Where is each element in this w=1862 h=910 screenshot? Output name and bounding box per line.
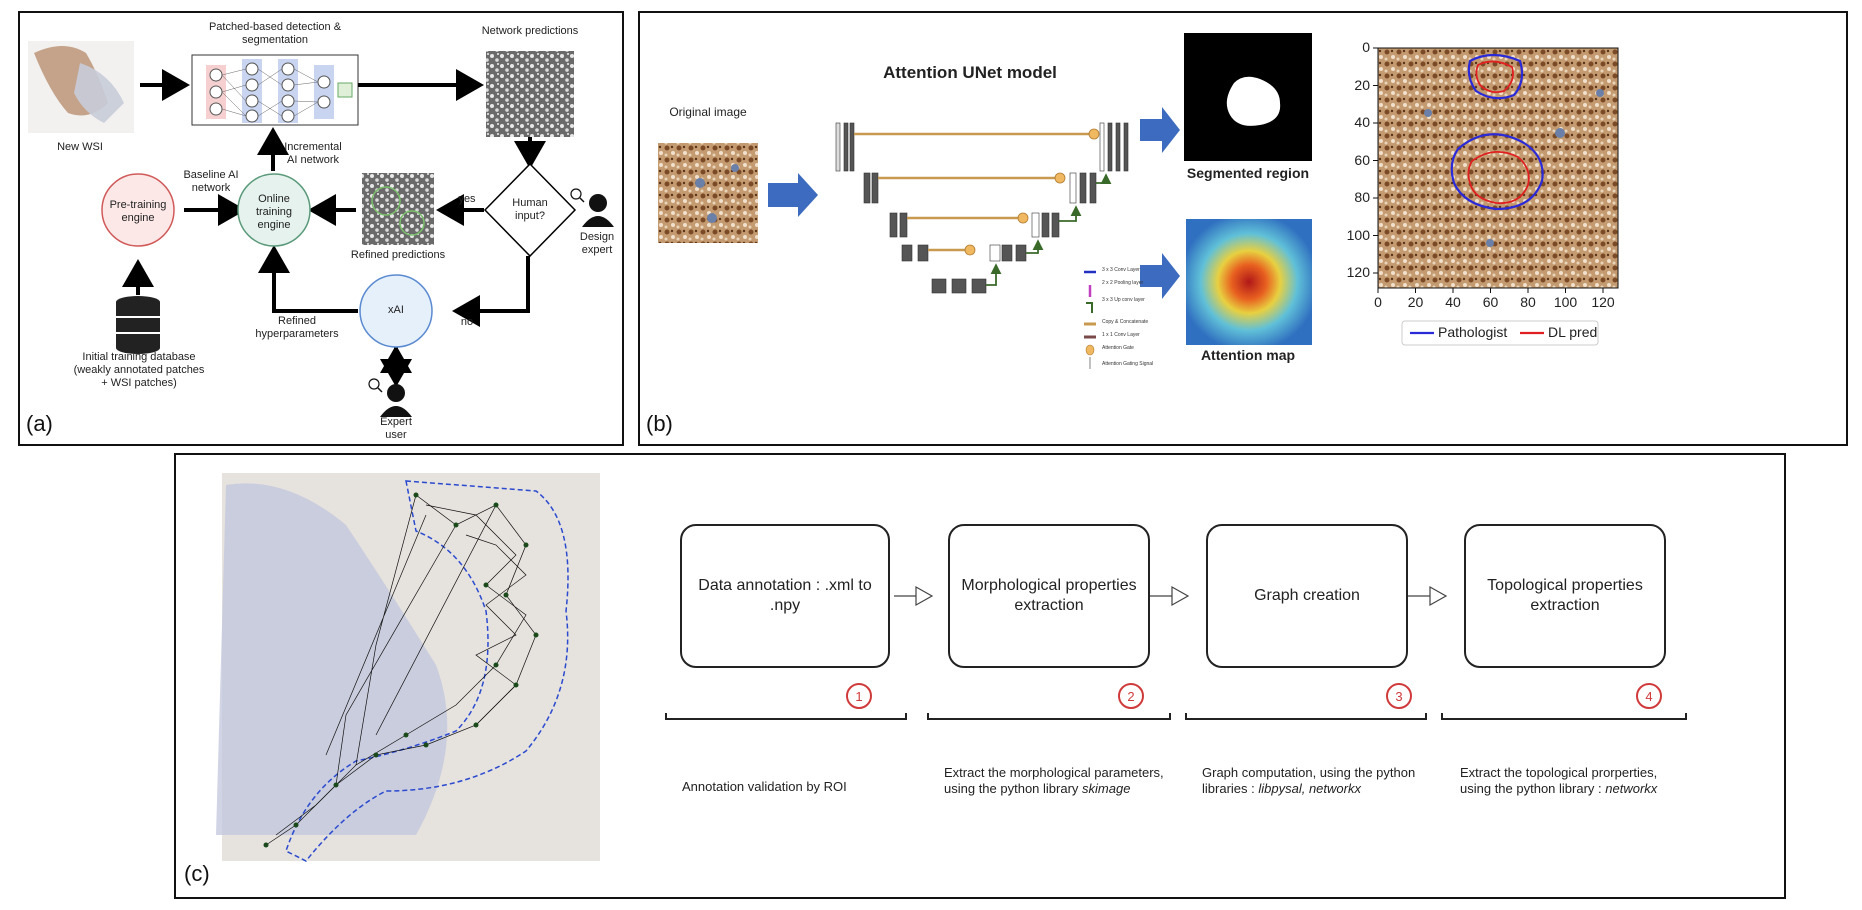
dl-pred-contour-main [1467, 151, 1530, 205]
attention-gates [964, 128, 1100, 256]
step-desc-4-library: networkx [1605, 781, 1658, 797]
unet-legend-item: 3 x 3 Conv Layer [1102, 267, 1140, 273]
label-attention-map: Attention map [1200, 347, 1296, 363]
legend-label-dl-pred: DL pred [1548, 324, 1598, 340]
panel-b-tag: (b) [646, 411, 673, 436]
step-box-2: Morphological properties extraction [948, 524, 1150, 668]
y-tick-label: 20 [1354, 76, 1370, 93]
x-tick-label: 100 [1553, 294, 1578, 310]
step-number-1: 1 [846, 683, 872, 709]
y-tick-label: 0 [1362, 39, 1370, 55]
label-model-title: Attention UNet model [883, 63, 1057, 82]
x-tick-label: 60 [1482, 294, 1499, 310]
step-desc-3-library: libpysal, networkx [1258, 781, 1361, 797]
step-desc-4-text: Extract the topological prorperties, usi… [1460, 765, 1658, 797]
panel-c-tag: (c) [184, 861, 210, 886]
label-baseline: Baseline AI network [183, 169, 239, 195]
attention-map-image [1186, 219, 1312, 345]
step-desc-1: Annotation validation by ROI [682, 779, 847, 794]
upconv-arrows [986, 173, 1112, 286]
x-tick-label: 120 [1591, 294, 1615, 310]
unet-legend-item: 3 x 3 Up conv layer [1102, 297, 1145, 303]
label-yes: yes [458, 193, 476, 205]
step-desc-4: Extract the topological prorperties, usi… [1460, 765, 1680, 798]
human-input-diamond [483, 162, 577, 258]
unet-legend-item: 2 x 2 Pooling layer [1102, 280, 1144, 286]
design-expert-icon [570, 188, 614, 227]
step-desc-3-text: Graph computation, using the python libr… [1202, 765, 1416, 797]
y-tick-label: 80 [1354, 189, 1370, 205]
step-number-3: 3 [1386, 683, 1412, 709]
label-incremental: Incremental AI network [284, 141, 342, 167]
unet-legend-marks [1084, 270, 1096, 369]
label-xai: xAI [388, 304, 404, 316]
step-connectors [894, 585, 1448, 607]
unet-legend-item: Copy & Concatenate [1102, 319, 1149, 325]
y-tick-label: 60 [1354, 151, 1370, 168]
pathologist-contour-main [1450, 133, 1544, 211]
step-box-4: Topological properties extraction [1464, 524, 1666, 668]
step-brackets [665, 713, 1687, 720]
label-segmented-region: Segmented region [1186, 165, 1310, 181]
y-tick-label: 120 [1346, 264, 1370, 280]
arrow-to-model [768, 173, 818, 217]
panel-b-graphics [658, 33, 1619, 369]
pathologist-contour-top [1467, 53, 1524, 100]
step-number-4: 4 [1636, 683, 1662, 709]
y-tick-label: 100 [1346, 226, 1370, 243]
xai-node [359, 274, 433, 348]
legend-label-pathologist: Pathologist [1438, 324, 1508, 340]
label-design-expert: Design expert [579, 231, 615, 257]
x-tick-label: 40 [1445, 294, 1461, 310]
plot-legend-box [1401, 320, 1599, 346]
x-tick-label: 80 [1520, 294, 1536, 310]
network-predictions-image [486, 51, 574, 137]
step-desc-2-library: skimage [1082, 781, 1131, 797]
label-expert-user: Expert user [380, 416, 412, 442]
step-desc-2: Extract the morphological parameters, us… [944, 765, 1164, 798]
plot-area [1377, 47, 1619, 289]
panel-c: Data annotation : .xml to .npy Morpholog… [174, 453, 1786, 899]
graph-nodes [263, 492, 539, 848]
label-refined-hyper: Refined hyperparameters [255, 315, 339, 341]
panel-a-graphics [28, 41, 614, 417]
x-tick-label: 0 [1374, 294, 1382, 310]
unet-legend-item: Attention Gate [1102, 345, 1134, 351]
step-box-3: Graph creation [1206, 524, 1408, 668]
step-box-1: Data annotation : .xml to .npy [680, 524, 890, 668]
label-online: Online training engine [255, 193, 293, 232]
panel-a: New WSI Patched-based detection & segmen… [18, 11, 624, 446]
x-tick-label: 20 [1407, 294, 1424, 310]
contour-plot [1373, 47, 1619, 346]
original-image [658, 143, 758, 243]
database-icon [116, 296, 160, 354]
label-detection-title: Patched-based detection & segmentation [208, 21, 342, 47]
label-human-input: Human input? [512, 197, 548, 223]
label-new-wsi: New WSI [57, 141, 103, 153]
unet-legend-item: Attention Gating Signal [1102, 361, 1154, 367]
unet-legend-item: 1 x 1 Conv Layer [1102, 332, 1140, 338]
label-no: no [460, 316, 474, 328]
skip-connections [854, 132, 1094, 252]
roi-outline [285, 480, 569, 862]
panel-a-tag: (a) [26, 411, 53, 436]
unet-schematic [835, 122, 1129, 294]
step-desc-2-text: Extract the morphological parameters, us… [944, 765, 1164, 797]
label-pretraining: Pre-training engine [109, 199, 167, 225]
step-desc-3: Graph computation, using the python libr… [1202, 765, 1422, 798]
dl-pred-contour-top [1475, 60, 1514, 94]
label-refined-predictions: Refined predictions [350, 249, 446, 261]
online-training-engine-node [237, 173, 311, 247]
y-tick-label: 40 [1354, 114, 1370, 130]
expert-user-icon [368, 378, 412, 417]
panel-b: Original image Attention UNet model Segm… [638, 11, 1848, 446]
step-number-2: 2 [1118, 683, 1144, 709]
label-initial-db: Initial training database (weakly annota… [73, 351, 205, 390]
label-network-predictions: Network predictions [481, 25, 579, 37]
arrow-to-attention [1140, 253, 1180, 299]
arrow-to-segmented [1140, 107, 1180, 153]
label-original-image: Original image [669, 105, 747, 119]
pretraining-engine-node [101, 173, 175, 247]
panel-c-graphics [216, 473, 1687, 862]
